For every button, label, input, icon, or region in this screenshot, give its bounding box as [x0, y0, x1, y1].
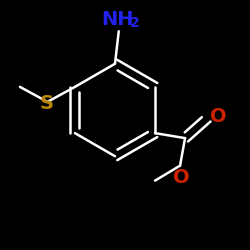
Text: 2: 2 [130, 16, 140, 30]
Text: NH: NH [101, 10, 134, 29]
Text: O: O [210, 108, 227, 126]
Text: O: O [173, 168, 190, 187]
Text: S: S [39, 94, 53, 112]
